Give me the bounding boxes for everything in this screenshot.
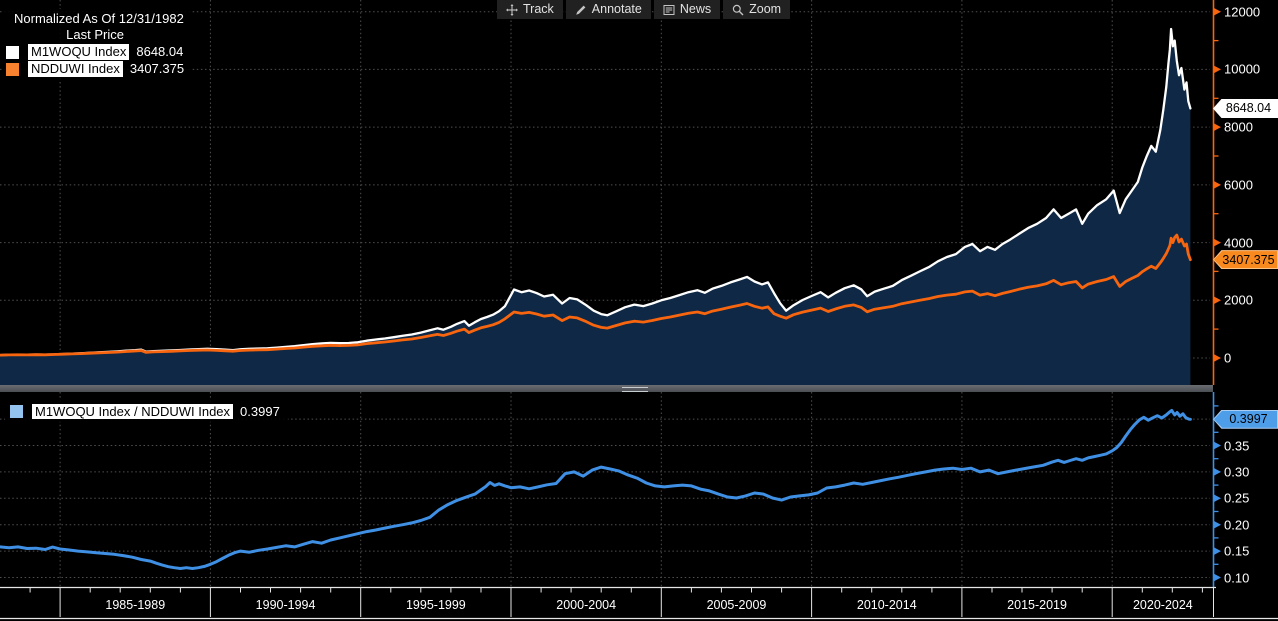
news-icon <box>663 4 675 16</box>
ratio-price-tag: 0.3997 <box>1213 409 1278 429</box>
bottom-y-tick-label: 0.10 <box>1224 570 1250 585</box>
ratio-price-tag-value: 0.3997 <box>1214 410 1277 428</box>
annotate-label: Annotate <box>591 2 642 16</box>
ndduwi-last-value: 3407.375 <box>129 61 185 76</box>
top-y-tick-label: 6000 <box>1224 177 1253 193</box>
x-axis-label: 2010-2014 <box>856 598 917 612</box>
x-axis-label: 2000-2004 <box>556 598 617 612</box>
x-axis-label: 2005-2009 <box>706 598 767 612</box>
bottom-y-tick-label: 0.25 <box>1224 490 1250 506</box>
m1woqu-price-tag: 8648.04 <box>1213 98 1278 118</box>
m1woqu-price-tag-value: 8648.04 <box>1214 99 1277 117</box>
m1woqu-last-value: 8648.04 <box>136 44 184 59</box>
ratio-swatch <box>10 405 23 418</box>
top-y-tick-label: 4000 <box>1224 235 1253 251</box>
track-button[interactable]: Track <box>497 0 563 19</box>
track-label: Track <box>523 2 554 16</box>
top-y-tick-label: 8000 <box>1224 119 1253 135</box>
legend-subtitle: Last Price <box>66 27 124 42</box>
x-axis-label: 2015-2019 <box>1007 598 1067 612</box>
ndduwi-price-tag-value: 3407.375 <box>1214 251 1277 269</box>
x-axis-label: 1985-1989 <box>105 598 166 612</box>
track-icon <box>506 3 518 16</box>
annotate-button[interactable]: Annotate <box>565 0 651 19</box>
bottom-y-tick-label: 0.35 <box>1224 438 1250 453</box>
x-axis-label: 1995-1999 <box>405 598 466 612</box>
top-y-tick-label: 2000 <box>1224 292 1253 308</box>
panel-divider[interactable] <box>0 385 1213 392</box>
panel-divider-handle[interactable] <box>622 387 648 392</box>
ndduwi-price-tag: 3407.375 <box>1213 250 1278 270</box>
ndduwi-swatch <box>6 62 19 76</box>
zoom-label: Zoom <box>749 2 782 16</box>
bottom-panel-legend: M1WOQU Index / NDDUWI Index 0.3997 <box>5 400 288 422</box>
legend-row-ndduwi[interactable]: NDDUWI Index 3407.375 <box>6 61 184 77</box>
zoom-button[interactable]: Zoom <box>723 0 791 19</box>
legend-title: Normalized As Of 12/31/1982 <box>14 11 184 26</box>
top-y-tick-label: 10000 <box>1224 61 1261 77</box>
bottom-y-tick-label: 0.20 <box>1224 517 1250 533</box>
x-axis-label: 1990-1994 <box>255 598 316 612</box>
ndduwi-name: NDDUWI Index <box>28 61 123 77</box>
news-button[interactable]: News <box>653 0 721 19</box>
annotate-icon <box>575 4 587 16</box>
ratio-name: M1WOQU Index / NDDUWI Index <box>32 404 234 419</box>
x-axis-strip[interactable] <box>0 588 1278 621</box>
m1woqu-swatch <box>6 45 19 59</box>
ratio-last-value: 0.3997 <box>240 404 280 419</box>
bottom-y-tick-label: 0.15 <box>1224 543 1250 559</box>
chart-toolbar: Track Annotate News <box>497 0 791 19</box>
legend-row-m1woqu[interactable]: M1WOQU Index 8648.04 <box>6 44 184 60</box>
top-y-tick-label: 0 <box>1224 350 1232 366</box>
zoom-icon <box>732 4 744 16</box>
x-axis-label: 2020-2024 <box>1132 598 1193 612</box>
m1woqu-name: M1WOQU Index <box>28 44 130 60</box>
news-label: News <box>679 2 712 16</box>
top-y-tick-label: 12000 <box>1224 4 1261 20</box>
bottom-y-tick-label: 0.30 <box>1224 464 1250 480</box>
top-panel-legend: Normalized As Of 12/31/1982 Last Price M… <box>2 9 193 81</box>
legend-row-ratio[interactable]: M1WOQU Index / NDDUWI Index 0.3997 <box>10 404 280 419</box>
